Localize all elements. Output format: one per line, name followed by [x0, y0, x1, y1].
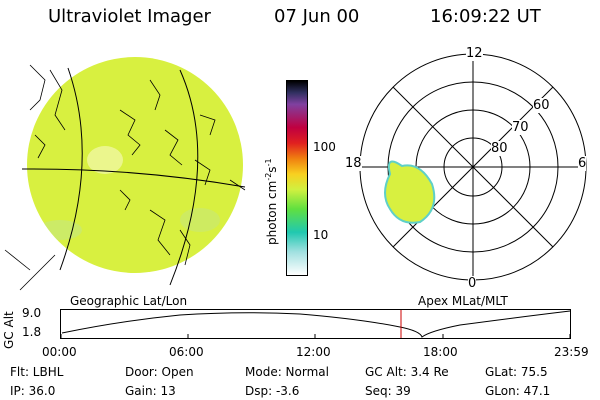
lat-label-80: 80 [491, 141, 508, 156]
altitude-curve [61, 310, 571, 338]
door-info: Door: Open [125, 365, 194, 379]
left-panel-title: Geographic Lat/Lon [70, 294, 188, 308]
polar-plot [359, 53, 587, 281]
glat-info: GLat: 75.5 [485, 365, 548, 379]
time-tick-1800: 18:00 [423, 345, 458, 359]
gc-alt-tick-1-8: 1.8 [22, 325, 42, 339]
seq-info: Seq: 39 [365, 384, 411, 398]
geographic-image [4, 57, 246, 291]
time-tick-2359: 23:59 [554, 345, 589, 359]
colorbar-tick-100: 100 [313, 140, 336, 154]
lat-label-60: 60 [533, 98, 550, 113]
timeline-frame [60, 309, 571, 339]
colorbar-tick-10: 10 [313, 228, 329, 242]
gc-alt-axis-label: GC Alt [2, 311, 16, 349]
dsp-info: Dsp: -3.6 [245, 384, 300, 398]
mlt-label-6: 6 [578, 156, 587, 171]
gc-alt-info: GC Alt: 3.4 Re [365, 365, 449, 379]
mode-info: Mode: Normal [245, 365, 329, 379]
observation-time: 16:09:22 UT [430, 6, 541, 27]
gain-info: Gain: 13 [125, 384, 176, 398]
auroral-oval [384, 160, 436, 224]
observation-date: 07 Jun 00 [274, 6, 360, 27]
altitude-timeline [60, 309, 571, 339]
right-panel-title: Apex MLat/MLT [418, 294, 508, 308]
lat-label-70: 70 [512, 120, 529, 135]
glon-info: GLon: 47.1 [485, 384, 551, 398]
uv-disk [27, 57, 243, 273]
time-tick-0600: 06:00 [169, 345, 204, 359]
mlt-label-0: 0 [468, 276, 477, 291]
time-tick-0000: 00:00 [42, 345, 77, 359]
ip-info: IP: 36.0 [10, 384, 56, 398]
mlt-label-12: 12 [466, 46, 483, 61]
gc-alt-tick-9: 9.0 [22, 306, 42, 320]
instrument-title: Ultraviolet Imager [48, 6, 211, 27]
colorbar [286, 80, 308, 276]
colorbar-label: photon cm-2s-1 [264, 158, 279, 245]
filter-info: Flt: LBHL [10, 365, 64, 379]
mlt-label-18: 18 [345, 156, 362, 171]
time-tick-1200: 12:00 [296, 345, 331, 359]
